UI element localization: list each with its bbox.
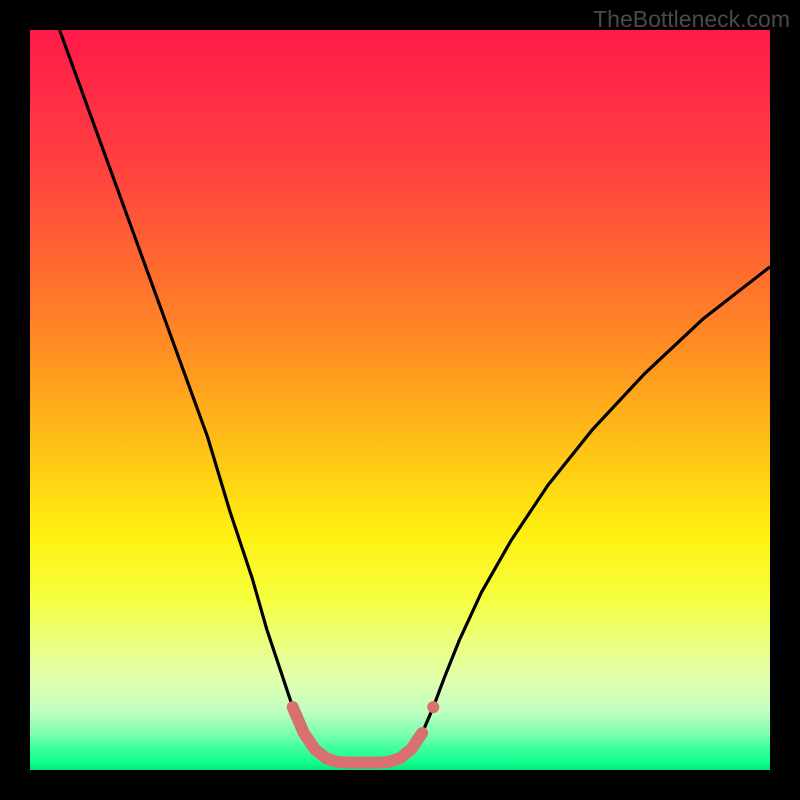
accent-dot	[427, 701, 439, 713]
watermark: TheBottleneck.com	[593, 6, 790, 33]
plot-area	[30, 30, 770, 770]
gradient-background	[30, 30, 770, 770]
bottleneck-chart	[30, 30, 770, 770]
